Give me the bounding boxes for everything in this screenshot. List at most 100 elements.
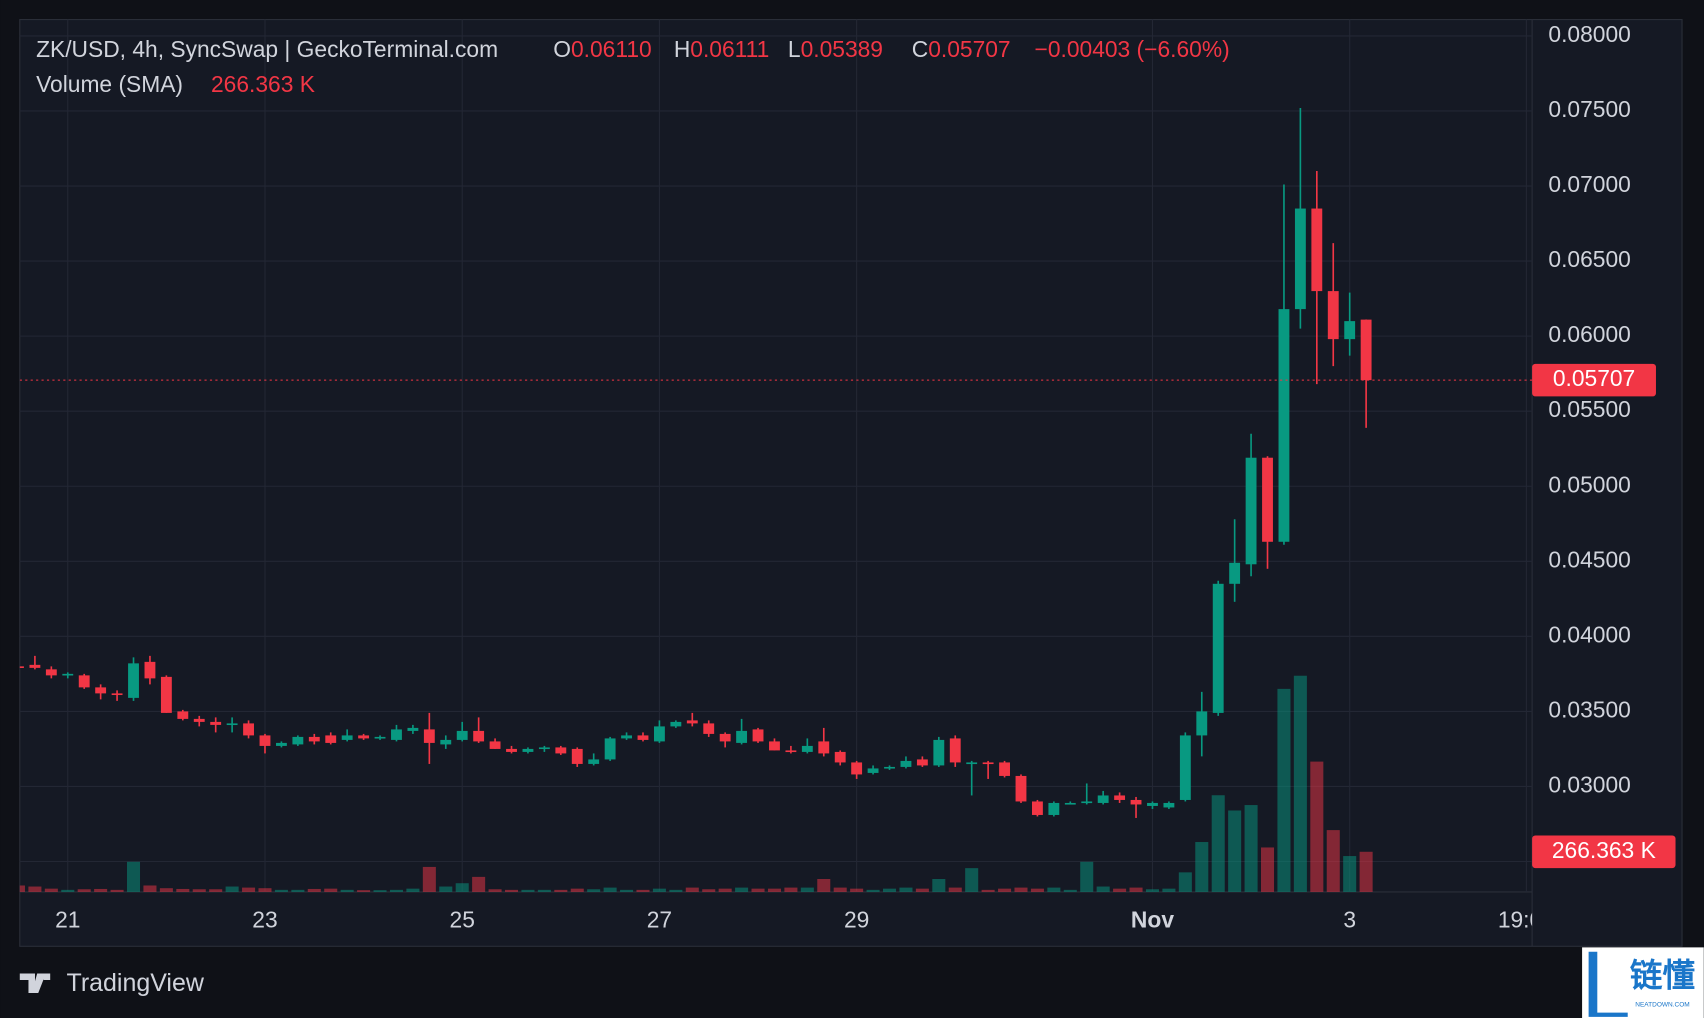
volume-bar <box>718 888 732 892</box>
volume-bar <box>800 887 814 892</box>
volume-bar <box>636 889 650 892</box>
volume-bar <box>77 889 91 892</box>
candle-body <box>637 735 649 740</box>
candle-body <box>1311 208 1323 292</box>
volume-bar <box>455 883 469 892</box>
volume-bar <box>1260 847 1275 892</box>
volume-bar <box>439 886 453 892</box>
volume-bar <box>192 889 206 892</box>
volume-legend-label: Volume (SMA) <box>36 71 183 97</box>
volume-bar <box>504 889 519 892</box>
volume-bar <box>882 888 897 892</box>
volume-bar <box>669 889 683 892</box>
y-tick-label: 0.07000 <box>1548 171 1630 197</box>
ohlc-item: L0.05389 <box>788 36 883 62</box>
candle-body <box>1327 291 1339 340</box>
candle-body <box>78 675 90 688</box>
watermark-icon <box>1588 951 1628 1017</box>
candle-body <box>1031 801 1043 815</box>
candle-body <box>1147 802 1158 806</box>
volume-bar <box>209 889 223 892</box>
x-tick-label: 19:00 <box>1498 906 1555 932</box>
volume-bar <box>1096 886 1110 892</box>
candle-body <box>884 766 895 769</box>
volume-bar <box>948 887 962 892</box>
volume-badge-label: 266.363 K <box>1552 837 1656 863</box>
volume-bar <box>19 885 25 892</box>
chart-panel <box>19 19 1683 947</box>
volume-bar <box>274 889 288 892</box>
candle-body <box>489 741 501 749</box>
candle-body <box>407 727 419 731</box>
y-tick-label: 0.05500 <box>1548 396 1630 422</box>
x-tick-label: Nov <box>1131 906 1174 932</box>
candle-body <box>604 738 616 760</box>
candle-body <box>243 723 254 736</box>
candle-body <box>966 762 978 765</box>
candle-body <box>341 735 353 740</box>
volume-bar <box>258 888 272 892</box>
y-tick-label: 0.08000 <box>1548 21 1630 47</box>
volume-bar <box>28 886 42 892</box>
volume-bar <box>340 889 354 892</box>
candle-body <box>555 747 567 754</box>
candle-body <box>1015 775 1027 802</box>
y-tick-label: 0.04000 <box>1548 621 1630 647</box>
candle-body <box>785 750 797 753</box>
volume-bar <box>899 887 913 892</box>
candle-body <box>391 729 402 740</box>
y-tick-label: 0.04500 <box>1548 546 1630 572</box>
last-price-badge <box>1532 363 1656 397</box>
candle-body <box>29 664 41 668</box>
volume-bar <box>291 889 305 892</box>
candle-body <box>1114 795 1126 800</box>
candle-body <box>473 730 485 742</box>
volume-bar <box>866 889 880 892</box>
volume-bar <box>751 888 765 892</box>
candle-body <box>160 676 172 713</box>
volume-bar <box>143 885 157 892</box>
volume-bar <box>1211 795 1225 892</box>
candle-body <box>128 663 139 698</box>
volume-bar <box>472 876 486 892</box>
x-tick-label: 25 <box>450 906 475 932</box>
ohlc-value: 0.05707 <box>928 36 1010 62</box>
ohlc-key: O <box>553 36 571 62</box>
candle-body <box>19 666 24 668</box>
candle-body <box>769 741 780 751</box>
candle-body <box>571 748 583 764</box>
candle-body <box>259 735 271 746</box>
candle-body <box>308 736 320 742</box>
grid <box>19 19 1533 892</box>
volume-bar <box>587 889 601 892</box>
volume-bar <box>685 887 699 892</box>
candle-body <box>670 721 682 727</box>
volume-bar <box>784 887 798 892</box>
candle-body <box>1294 208 1306 310</box>
candle-body <box>95 687 107 694</box>
candle-body <box>999 762 1010 776</box>
candle-body <box>193 718 205 722</box>
candle-body <box>1278 309 1290 542</box>
candle-body <box>1212 583 1224 713</box>
candle-body <box>982 762 994 765</box>
volume-bar <box>652 888 666 892</box>
brand-name: TradingView <box>66 969 204 997</box>
candle-body <box>933 739 945 766</box>
volume-bar <box>94 888 108 892</box>
y-tick-label: 0.06000 <box>1548 321 1630 347</box>
volume-bar <box>1244 805 1258 892</box>
price-change: −0.00403 (−6.60%) <box>1035 36 1230 62</box>
volume-bar <box>1228 810 1242 892</box>
volume-legend-value: 266.363 K <box>211 71 315 97</box>
volume-bar <box>1113 888 1127 892</box>
volume-bar <box>554 889 568 892</box>
y-tick-label: 0.07500 <box>1548 96 1630 122</box>
volume-bar <box>915 888 929 892</box>
x-tick-label: 21 <box>55 906 80 932</box>
volume-badge <box>1532 835 1676 869</box>
candle-body <box>1163 802 1175 808</box>
y-axis: 0.025000.030000.035000.040000.045000.050… <box>1532 21 1676 873</box>
candle-body <box>210 721 222 725</box>
volume-bar <box>965 868 979 892</box>
